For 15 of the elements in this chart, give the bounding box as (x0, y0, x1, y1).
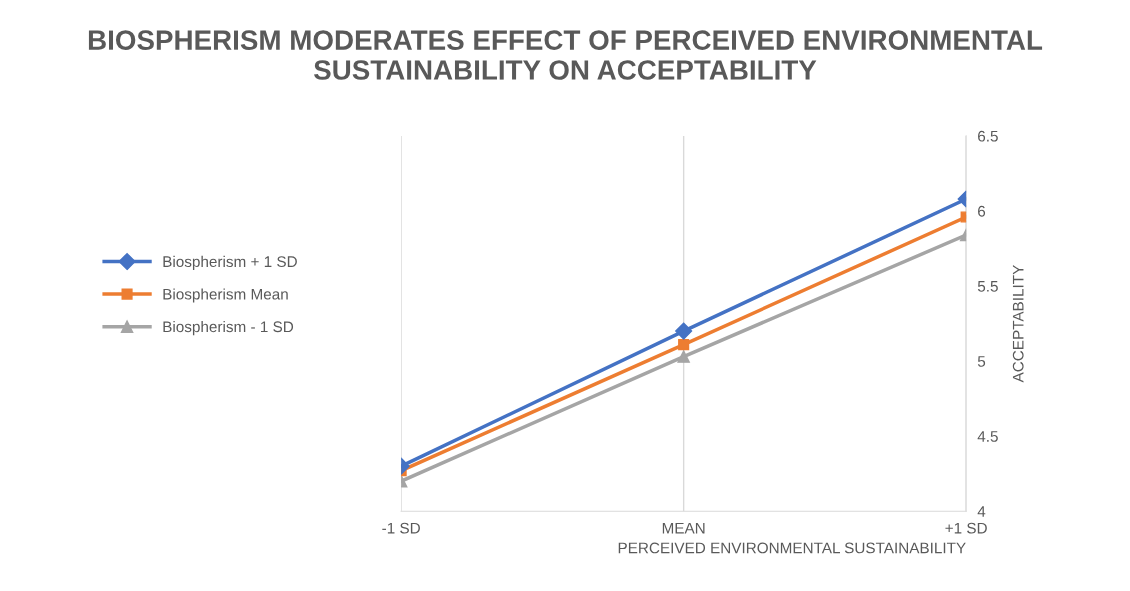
y-tick-label: 5.5 (977, 281, 998, 292)
x-tick-label: -1 SD (382, 522, 420, 534)
legend-label: Biospherism + 1 SD (163, 255, 297, 271)
x-tick-label: +1 SD (945, 522, 987, 534)
y-tick-label: 6.5 (978, 130, 998, 142)
chart-title: BIOSPHERISM MODERATES EFFECT OF PERCEIVED ENVIRONMENTAL SUSTAINABILITY ON ACCEPTABILITY (88, 30, 1043, 80)
y-tick-label: 4 (977, 506, 986, 517)
y-tick-label: 6 (978, 205, 986, 217)
legend-label: Biospherism Mean (163, 288, 288, 303)
y-tick-label: 4.5 (977, 431, 998, 442)
y-tick-label: 5 (977, 356, 986, 367)
x-tick-label: MEAN (662, 522, 705, 534)
legend-label: Biospherism - 1 SD (163, 320, 294, 336)
y-axis-title: ACCEPTABILITY (1012, 265, 1024, 383)
x-axis-title: PERCEIVED ENVIRONMENTAL SUSTAINABILITY (618, 542, 966, 554)
